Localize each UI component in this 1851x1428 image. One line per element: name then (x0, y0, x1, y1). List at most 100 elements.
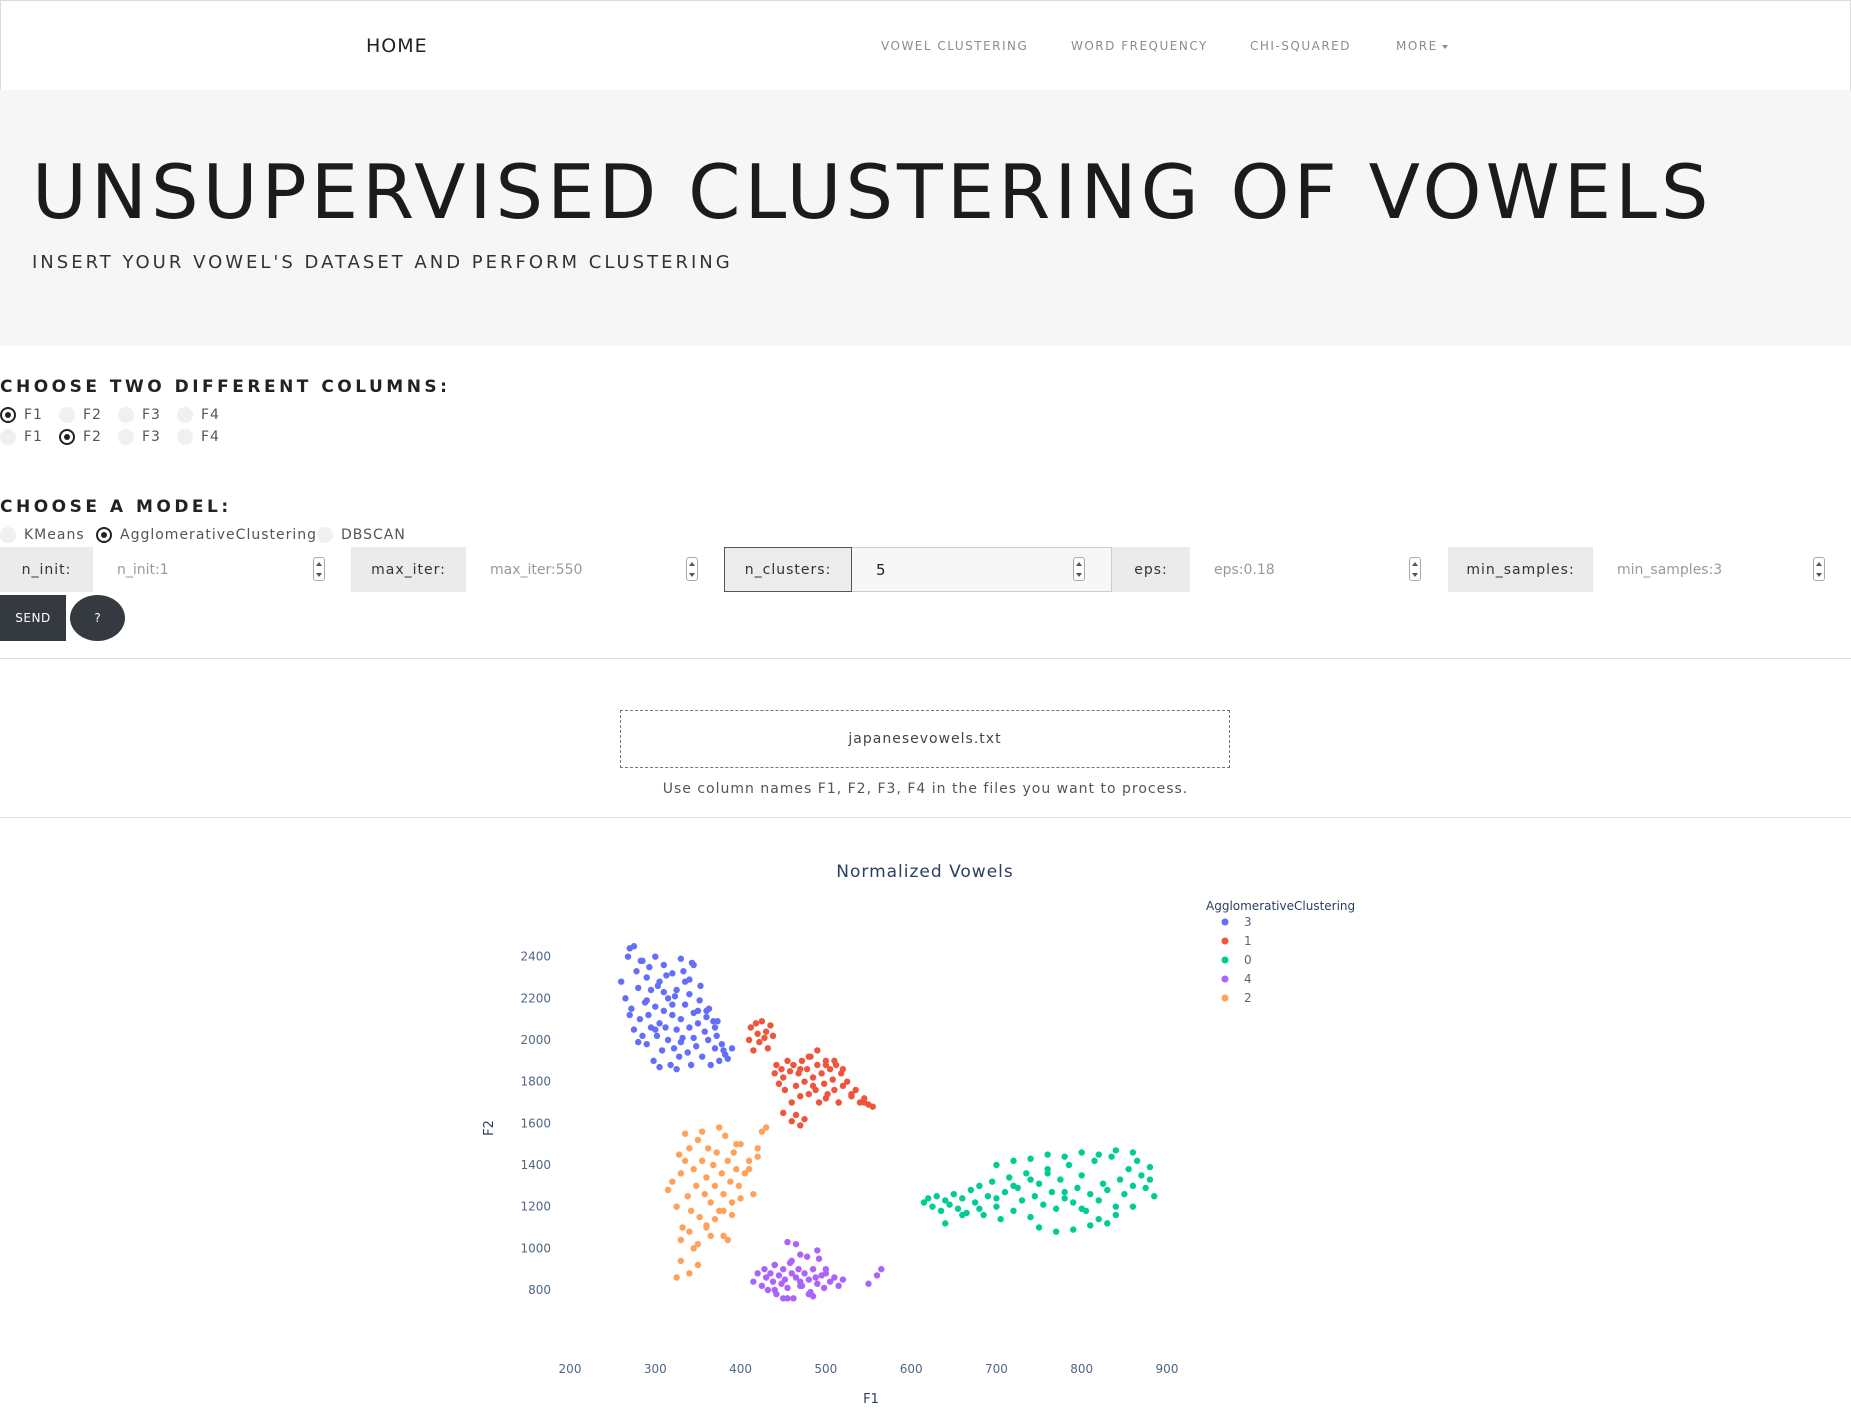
scatter-point-cluster-0 (1069, 1226, 1077, 1233)
scatter-point-cluster-0 (1010, 1207, 1017, 1215)
scatter-point-cluster-0 (984, 1193, 992, 1200)
home-link[interactable]: HOME (366, 35, 428, 57)
scatter-point-cluster-0 (1069, 1199, 1077, 1206)
scatter-point-cluster-4 (771, 1286, 778, 1294)
help-button[interactable]: ? (70, 595, 125, 641)
scatter-point-cluster-3 (635, 984, 642, 992)
legend-item-1[interactable]: 1 (1244, 934, 1252, 948)
scatter-point-cluster-4 (839, 1276, 847, 1283)
scatter-point-cluster-1 (822, 1061, 830, 1069)
more-label: MORE (1396, 39, 1438, 53)
scatter-point-cluster-0 (1027, 1176, 1034, 1183)
n-clusters-input[interactable]: 5 (852, 547, 1112, 592)
y-tick-label: 2000 (520, 1033, 551, 1047)
col1-radio-f3[interactable]: F3 (118, 406, 161, 424)
scatter-point-cluster-0 (1078, 1205, 1085, 1212)
scatter-point-cluster-1 (803, 1065, 811, 1073)
col1-radio-f2[interactable]: F2 (59, 406, 102, 424)
scatter-point-cluster-0 (1087, 1222, 1094, 1229)
n-clusters-spinner[interactable] (1073, 557, 1085, 581)
scatter-point-cluster-4 (767, 1270, 774, 1277)
nav-link-word-frequency[interactable]: WORD FREQUENCY (1071, 39, 1208, 53)
nav-link-vowel-clustering[interactable]: VOWEL CLUSTERING (881, 39, 1029, 53)
max-iter-input[interactable]: max_iter:550 (490, 561, 583, 578)
scatter-point-cluster-1 (805, 1090, 812, 1098)
scatter-point-cluster-3 (652, 1026, 659, 1033)
spin-down-icon (316, 572, 322, 577)
scatter-point-cluster-2 (673, 1203, 680, 1210)
nav-dropdown-more[interactable]: MORE (1396, 39, 1448, 53)
legend-marker (1221, 975, 1229, 983)
scatter-point-cluster-1 (756, 1038, 763, 1046)
scatter-point-cluster-2 (754, 1145, 761, 1152)
scatter-point-cluster-4 (814, 1280, 821, 1287)
n-init-input[interactable]: n_init:1 (117, 561, 169, 578)
eps-spinner[interactable] (1409, 557, 1421, 581)
scatter-point-cluster-1 (869, 1103, 876, 1110)
legend-item-0[interactable]: 0 (1244, 953, 1252, 967)
scatter-point-cluster-0 (1112, 1203, 1120, 1210)
scatter-point-cluster-3 (643, 1040, 650, 1048)
send-button[interactable]: SEND (0, 595, 66, 641)
model-radio-agglomerative[interactable]: AgglomerativeClustering (96, 526, 317, 544)
file-dropzone[interactable]: japanesevowels.txt (620, 710, 1230, 768)
min-samples-label: min_samples: (1448, 547, 1593, 592)
scatter-point-cluster-3 (669, 970, 676, 977)
scatter-point-cluster-3 (622, 995, 629, 1002)
scatter-point-cluster-4 (781, 1276, 789, 1283)
scatter-point-cluster-3 (652, 1003, 659, 1010)
scatter-point-cluster-4 (771, 1261, 778, 1269)
eps-label: eps: (1112, 547, 1190, 592)
x-tick-label: 400 (729, 1362, 752, 1376)
scatter-point-cluster-2 (694, 1136, 702, 1144)
col1-radio-f1[interactable]: F1 (0, 406, 43, 424)
col2-radio-f2[interactable]: F2 (59, 428, 102, 446)
scatter-point-cluster-4 (809, 1265, 817, 1273)
scatter-point-cluster-2 (684, 1193, 691, 1200)
scatter-point-cluster-3 (635, 1038, 642, 1046)
col2-radio-f4[interactable]: F4 (177, 428, 220, 446)
eps-input[interactable]: eps:0.18 (1214, 561, 1275, 578)
legend-marker (1221, 937, 1229, 945)
scatter-point-cluster-0 (1040, 1201, 1047, 1208)
scatter-point-cluster-3 (681, 1001, 689, 1008)
scatter-point-cluster-4 (754, 1270, 761, 1277)
scatter-point-cluster-4 (784, 1238, 791, 1246)
scatter-point-cluster-3 (687, 1061, 695, 1069)
caret-down-icon (1441, 44, 1448, 49)
col2-radio-f1[interactable]: F1 (0, 428, 43, 446)
scatter-point-cluster-3 (711, 1024, 719, 1031)
page-subtitle: INSERT YOUR VOWEL'S DATASET AND PERFORM … (32, 252, 733, 273)
y-tick-label: 1600 (520, 1116, 551, 1130)
nav-link-chi-squared[interactable]: CHI-SQUARED (1250, 39, 1351, 53)
scatter-point-cluster-4 (762, 1274, 770, 1281)
scatter-point-cluster-1 (839, 1082, 847, 1090)
min-samples-input[interactable]: min_samples:3 (1617, 561, 1723, 578)
legend-marker (1221, 918, 1229, 926)
legend-item-3[interactable]: 3 (1244, 915, 1252, 929)
model-radio-dbscan[interactable]: DBSCAN (317, 526, 406, 544)
legend-item-2[interactable]: 2 (1244, 991, 1252, 1005)
scatter-point-cluster-3 (662, 1024, 669, 1031)
scatter-point-cluster-2 (679, 1224, 686, 1231)
max-iter-spinner[interactable] (686, 557, 698, 581)
upload-hint: Use column names F1, F2, F3, F4 in the f… (662, 781, 1189, 797)
scatter-point-cluster-4 (764, 1286, 772, 1294)
scatter-point-cluster-2 (703, 1174, 710, 1181)
y-tick-label: 800 (528, 1283, 551, 1297)
legend-item-4[interactable]: 4 (1244, 972, 1252, 986)
min-samples-spinner[interactable] (1813, 557, 1825, 581)
model-radio-kmeans[interactable]: KMeans (0, 526, 85, 544)
scatter-point-cluster-0 (1044, 1170, 1051, 1177)
n-clusters-label: n_clusters: (724, 547, 852, 592)
scatter-point-cluster-1 (786, 1068, 794, 1075)
spin-down-icon (689, 572, 695, 577)
scatter-point-cluster-3 (703, 1013, 710, 1021)
x-axis-label: F1 (863, 1392, 879, 1407)
scatter-point-cluster-2 (687, 1207, 695, 1215)
col2-radio-f3[interactable]: F3 (118, 428, 161, 446)
scatter-point-cluster-1 (754, 1030, 761, 1037)
scatter-point-cluster-3 (624, 953, 632, 960)
n-init-spinner[interactable] (313, 557, 325, 581)
col1-radio-f4[interactable]: F4 (177, 406, 220, 424)
